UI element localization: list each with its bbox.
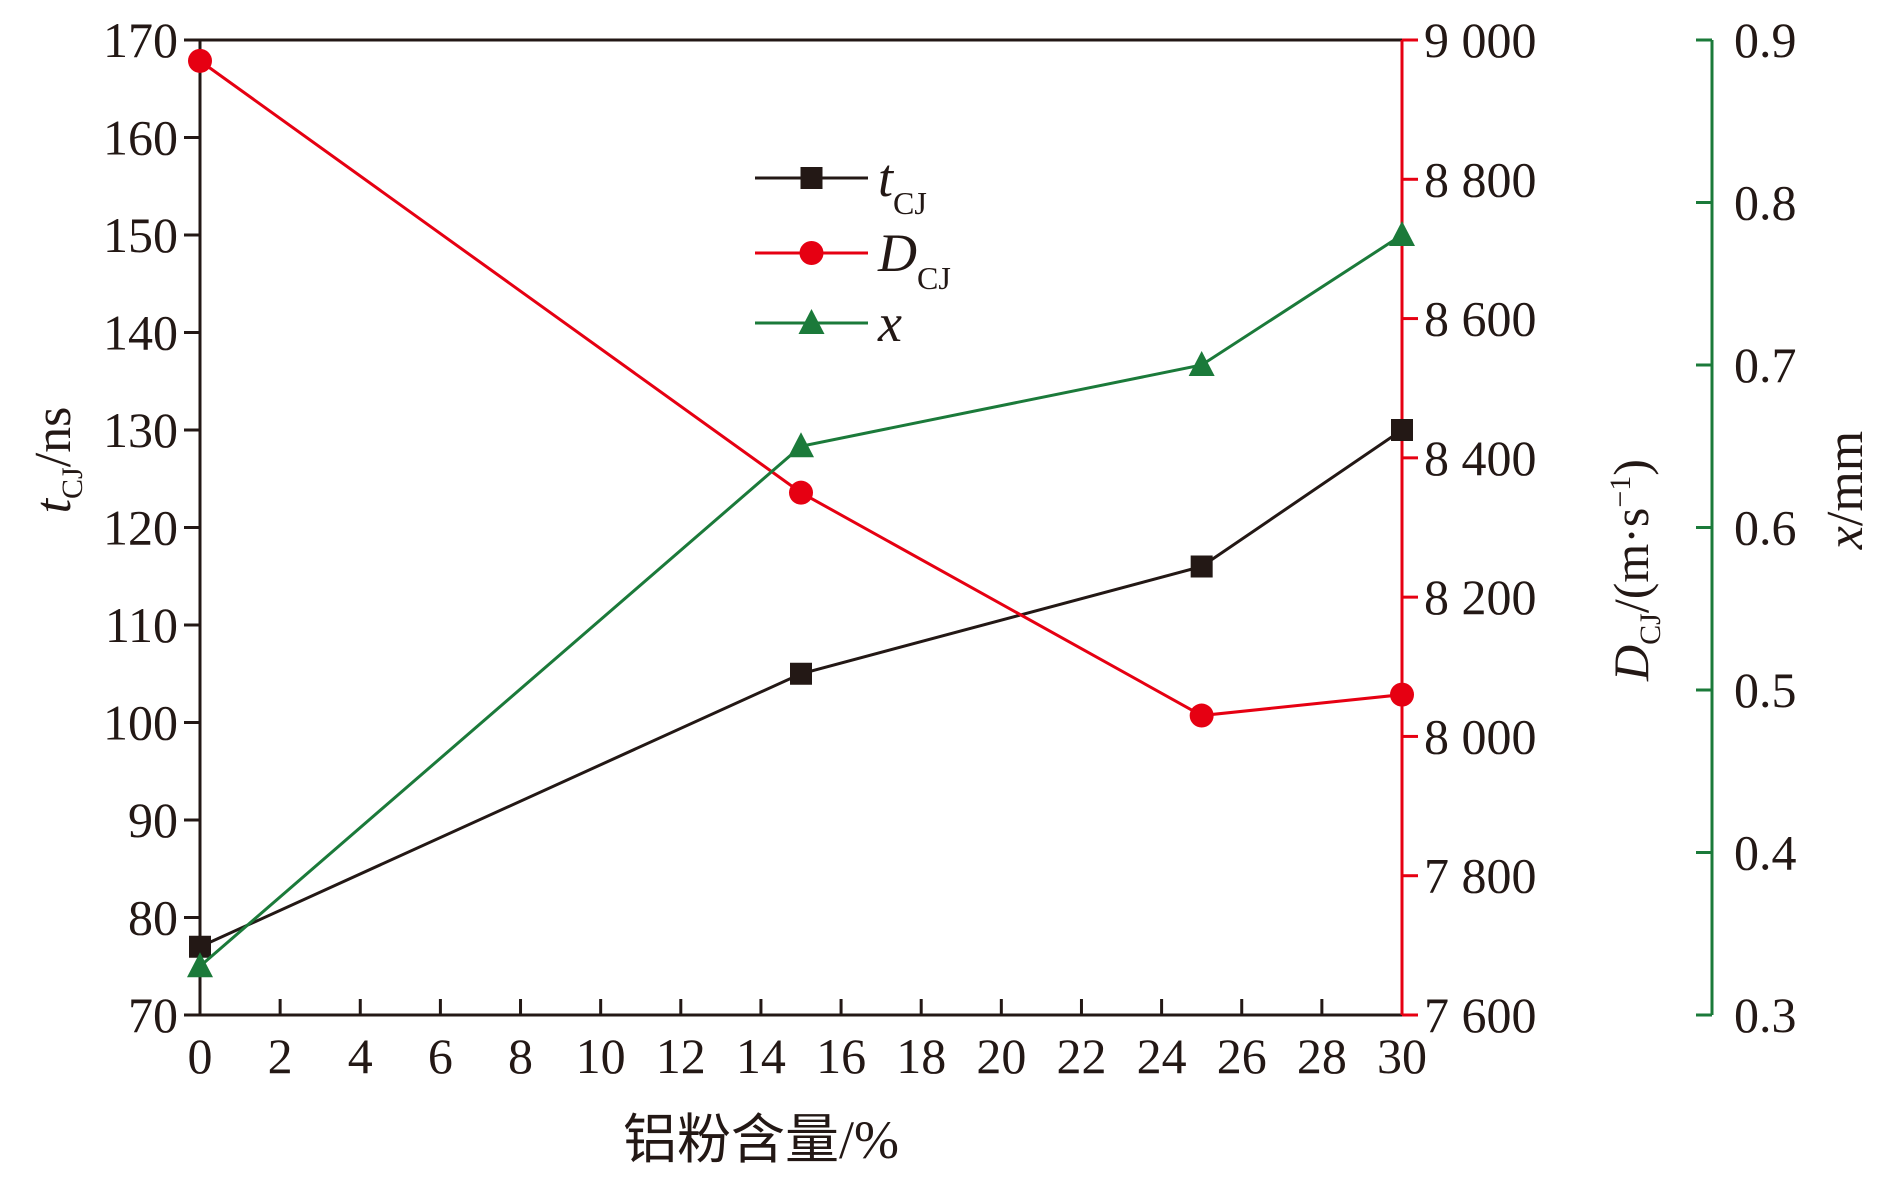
left-axis-title: tCJ/ns [25, 407, 89, 514]
legend-marker-t [800, 167, 823, 189]
left-tick-label: 70 [128, 987, 178, 1043]
right-x-tick-label: 0.6 [1734, 500, 1797, 556]
axes-layer: 0 2 4 6 8 10 12 14 16 18 20 22 24 26 28 30铝粉含量/%7080901… [25, 12, 1874, 1170]
left-tick-label: 150 [103, 207, 178, 263]
data-point-t [1391, 419, 1413, 441]
x-tick-label: 16 [816, 1028, 866, 1084]
x-tick-label: 12 [656, 1028, 706, 1084]
x-axis-title: 铝粉含量/% [623, 1110, 899, 1170]
right-d-axis-title-unit: /(m·s [1603, 508, 1659, 614]
right-x-tick-label: 0.3 [1734, 987, 1797, 1043]
right-d-axis-title-main: D [1603, 645, 1659, 682]
right-d-tick-label: 7 600 [1424, 987, 1537, 1043]
x-tick-label: 30 [1377, 1028, 1427, 1084]
right-d-tick-label: 8 200 [1424, 569, 1537, 625]
series-line-D [199, 59, 1403, 718]
data-point-t [1190, 555, 1213, 578]
series-line-t [199, 428, 1403, 949]
x-tick-label: 0 [188, 1028, 213, 1084]
data-point-x [1389, 221, 1415, 246]
data-point-D [1390, 682, 1414, 707]
right-d-tick-label: 9 000 [1424, 12, 1537, 68]
legend-label-t: tCJ [878, 148, 927, 221]
left-tick-label: 80 [128, 890, 178, 946]
right-x-tick-label: 0.4 [1734, 825, 1797, 881]
right-d-tick-label: 8 600 [1424, 291, 1537, 347]
right-d-tick-label: 8 400 [1424, 430, 1537, 486]
x-tick-label: 10 [576, 1028, 626, 1084]
right-d-tick-label: 7 800 [1424, 848, 1537, 904]
right-x-tick-label: 0.8 [1734, 175, 1797, 231]
series-line-x [199, 233, 1403, 968]
x-tick-label: 22 [1056, 1028, 1106, 1084]
right-d-axis-title-sub: CJ [1634, 613, 1667, 645]
data-point-x [187, 952, 213, 978]
right-d-axis-title: DCJ/(m·s−1) [1603, 459, 1667, 682]
left-tick-label: 140 [103, 305, 178, 361]
x-tick-label: 20 [976, 1028, 1026, 1084]
legend-label-sub: CJ [893, 185, 927, 221]
data-point-D [789, 480, 813, 505]
legend-label-main: t [878, 148, 895, 208]
right-d-axis-title-close: ) [1603, 459, 1659, 476]
data-point-x [788, 432, 814, 458]
left-axis-title-unit: /ns [25, 407, 82, 468]
left-axis-title-main: t [25, 497, 82, 513]
left-tick-label: 130 [103, 402, 178, 458]
left-tick-label: 160 [103, 110, 178, 166]
right-x-axis-title: x/mm [1817, 431, 1874, 550]
right-x-axis-title-unit: /mm [1817, 431, 1874, 526]
x-tick-label: 2 [268, 1028, 293, 1084]
left-tick-label: 100 [103, 695, 178, 751]
right-x-tick-label: 0.7 [1734, 337, 1797, 393]
legend-label-x: x [877, 293, 902, 353]
x-tick-label: 24 [1137, 1028, 1187, 1084]
x-tick-label: 18 [896, 1028, 946, 1084]
legend-label-D: DCJ [877, 223, 951, 296]
series-layer [187, 48, 1415, 978]
left-tick-label: 90 [128, 792, 178, 848]
legend-label-main: D [877, 223, 917, 283]
right-x-axis-title-main: x [1817, 526, 1874, 550]
data-point-t [790, 662, 812, 685]
legend-marker-x [798, 309, 825, 334]
legend-label-sub: CJ [917, 260, 951, 296]
right-d-tick-label: 8 000 [1424, 708, 1537, 764]
x-tick-label: 14 [736, 1028, 786, 1084]
x-tick-label: 8 [508, 1028, 533, 1084]
x-tick-label: 4 [348, 1028, 373, 1084]
left-tick-label: 170 [103, 12, 178, 68]
left-tick-label: 110 [105, 597, 178, 653]
data-point-D [1189, 703, 1214, 728]
legend-marker-D [799, 241, 824, 265]
data-point-t [189, 935, 211, 958]
left-axis-title-sub: CJ [56, 467, 89, 499]
legend-label-main: x [877, 293, 902, 353]
data-point-D [188, 48, 212, 73]
right-d-axis-title-sup: −1 [1604, 476, 1637, 508]
right-x-tick-label: 0.5 [1734, 662, 1797, 718]
left-tick-label: 120 [103, 500, 178, 556]
data-point-x [1188, 351, 1215, 376]
right-d-tick-label: 8 800 [1424, 151, 1537, 207]
x-tick-label: 28 [1297, 1028, 1347, 1084]
x-tick-label: 6 [428, 1028, 453, 1084]
right-x-tick-label: 0.9 [1734, 12, 1797, 68]
x-tick-label: 26 [1217, 1028, 1267, 1084]
